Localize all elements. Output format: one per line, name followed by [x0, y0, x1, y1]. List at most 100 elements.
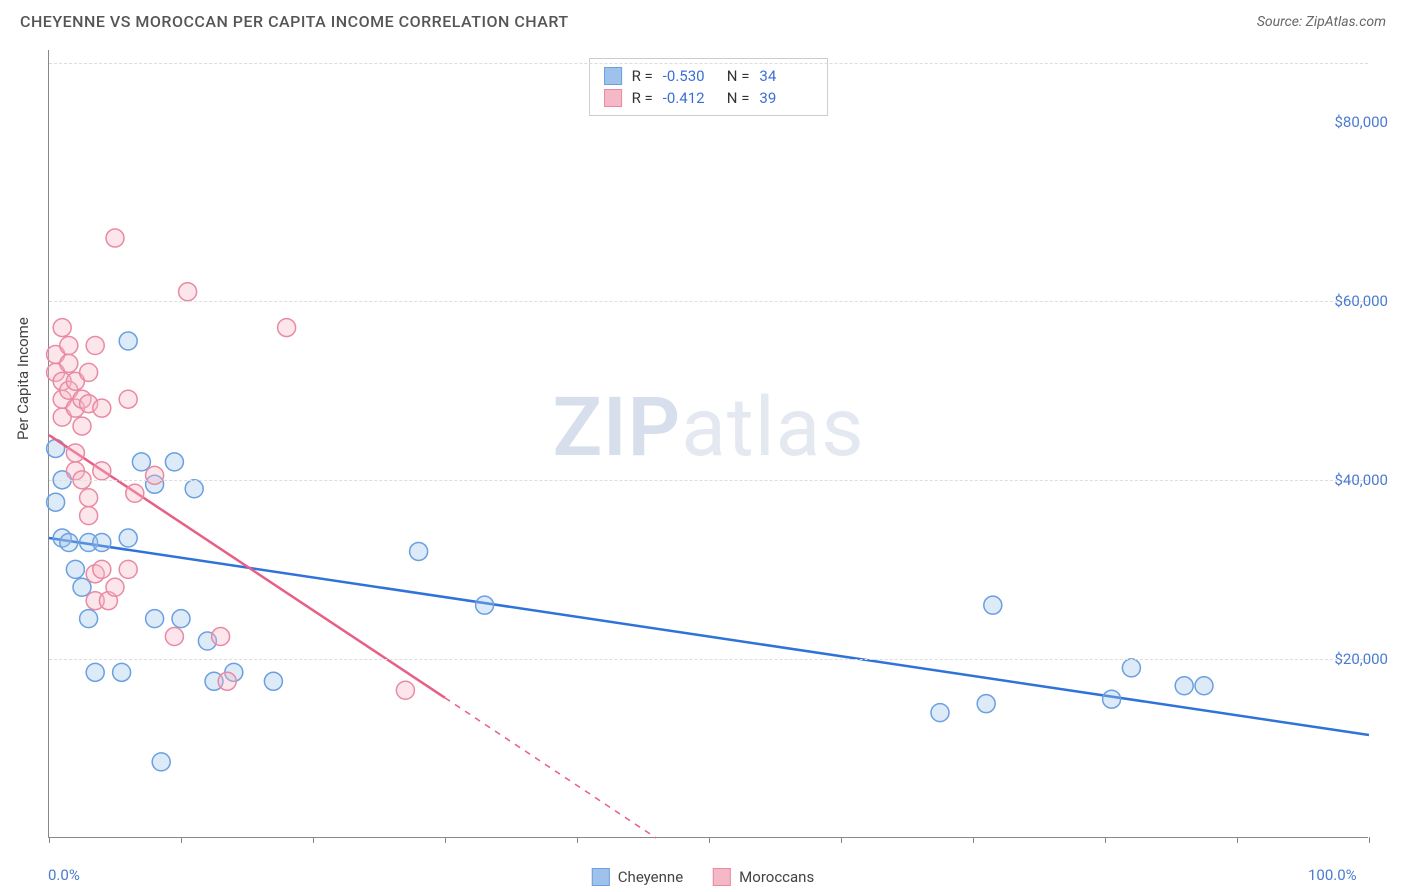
gridline	[49, 63, 1368, 64]
source-attribution: Source: ZipAtlas.com	[1257, 14, 1386, 30]
data-point	[410, 542, 428, 560]
n-value: 34	[759, 67, 813, 85]
data-point	[165, 453, 183, 471]
data-point	[179, 283, 197, 301]
legend-swatch	[604, 67, 622, 85]
data-point	[53, 319, 71, 337]
data-point	[1122, 659, 1140, 677]
data-point	[264, 672, 282, 690]
data-point	[984, 596, 1002, 614]
scatter-chart: ZIPatlas R =-0.530N =34R =-0.412N =39	[48, 50, 1368, 838]
y-tick-label: $60,000	[1334, 292, 1388, 310]
x-axis-tick-label: 0.0%	[48, 866, 80, 884]
y-tick-label: $40,000	[1334, 471, 1388, 489]
series-legend: Cheyenne Moroccans	[592, 868, 814, 886]
data-point	[60, 354, 78, 372]
n-value: 39	[759, 89, 813, 107]
legend-swatch	[604, 89, 622, 107]
data-point	[119, 560, 137, 578]
data-point	[119, 529, 137, 547]
legend-label: Cheyenne	[618, 868, 683, 886]
x-tick	[577, 837, 578, 843]
data-point	[93, 534, 111, 552]
data-point	[172, 610, 190, 628]
x-tick	[841, 837, 842, 843]
n-label: N =	[727, 67, 750, 85]
data-point	[106, 229, 124, 247]
data-point	[977, 695, 995, 713]
stats-legend-row: R = -0.412 N = 39	[604, 87, 814, 109]
x-tick	[1369, 837, 1370, 843]
legend-swatch	[713, 868, 731, 886]
data-point	[47, 493, 65, 511]
data-point	[86, 337, 104, 355]
gridline	[49, 480, 1368, 481]
data-point	[80, 507, 98, 525]
data-point	[93, 560, 111, 578]
data-point	[931, 704, 949, 722]
data-point	[119, 332, 137, 350]
n-label: N =	[727, 89, 750, 107]
data-point	[396, 681, 414, 699]
data-point	[1195, 677, 1213, 695]
data-point	[1175, 677, 1193, 695]
data-point	[146, 610, 164, 628]
x-tick	[973, 837, 974, 843]
data-point	[93, 399, 111, 417]
r-label: R =	[632, 67, 653, 85]
x-tick	[709, 837, 710, 843]
data-point	[132, 453, 150, 471]
data-point	[60, 534, 78, 552]
data-point	[126, 484, 144, 502]
gridline	[49, 301, 1368, 302]
data-point	[80, 489, 98, 507]
stats-legend: R = -0.530 N = 34 R = -0.412 N = 39	[589, 58, 829, 116]
legend-swatch	[592, 868, 610, 886]
data-point	[1103, 690, 1121, 708]
legend-item: Cheyenne	[592, 868, 683, 886]
chart-header: CHEYENNE VS MOROCCAN PER CAPITA INCOME C…	[0, 0, 1406, 39]
y-axis-label: Per Capita Income	[14, 317, 32, 440]
data-point	[73, 417, 91, 435]
data-point	[476, 596, 494, 614]
stats-legend-row: R = -0.530 N = 34	[604, 65, 814, 87]
x-axis-tick-label: 100.0%	[1308, 866, 1357, 884]
data-point	[60, 337, 78, 355]
source-name: ZipAtlas.com	[1306, 14, 1386, 30]
x-tick	[445, 837, 446, 843]
data-point	[119, 390, 137, 408]
data-point	[218, 672, 236, 690]
data-point	[80, 610, 98, 628]
data-point	[152, 753, 170, 771]
data-point	[80, 363, 98, 381]
legend-label: Moroccans	[739, 868, 814, 886]
x-tick	[49, 837, 50, 843]
plot-svg	[49, 50, 1368, 837]
gridline	[49, 659, 1368, 660]
r-value: -0.530	[663, 67, 717, 85]
data-point	[165, 628, 183, 646]
data-point	[93, 462, 111, 480]
data-point	[86, 663, 104, 681]
x-tick	[181, 837, 182, 843]
x-tick	[313, 837, 314, 843]
data-point	[66, 560, 84, 578]
y-tick-label: $20,000	[1334, 650, 1388, 668]
data-point	[185, 480, 203, 498]
trend-line-dashed	[445, 698, 656, 838]
chart-title: CHEYENNE VS MOROCCAN PER CAPITA INCOME C…	[20, 12, 569, 31]
data-point	[66, 444, 84, 462]
x-tick	[1237, 837, 1238, 843]
y-tick-label: $80,000	[1334, 113, 1388, 131]
data-point	[146, 466, 164, 484]
source-prefix: Source:	[1257, 14, 1306, 30]
data-point	[113, 663, 131, 681]
r-value: -0.412	[663, 89, 717, 107]
r-label: R =	[632, 89, 653, 107]
legend-item: Moroccans	[713, 868, 814, 886]
data-point	[106, 578, 124, 596]
x-tick	[1105, 837, 1106, 843]
data-point	[73, 578, 91, 596]
data-point	[212, 628, 230, 646]
data-point	[278, 319, 296, 337]
